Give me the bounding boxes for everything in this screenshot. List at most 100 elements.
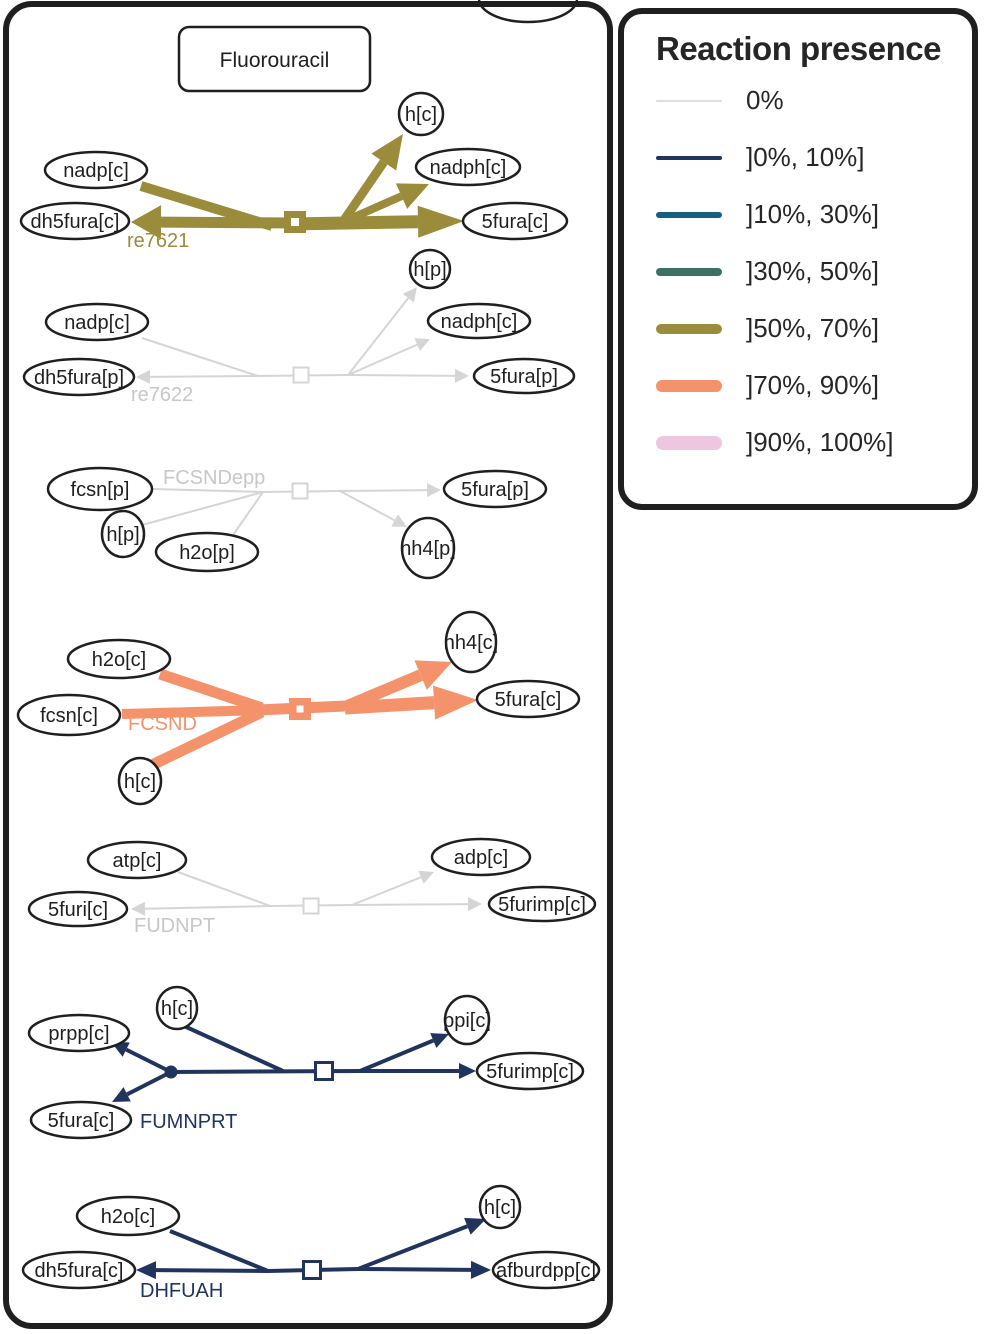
legend-swatch-wrap [656, 155, 722, 160]
reaction-label-re7622: re7622 [131, 384, 193, 406]
edge-arrowhead [414, 338, 430, 352]
metabolite-label: 5fura[c] [482, 211, 549, 233]
metabolite-ellipse [472, 357, 576, 395]
metabolite-label: fcsn[p] [71, 479, 130, 501]
reaction-edge [347, 374, 456, 377]
edge-arrowhead [131, 205, 162, 240]
metabolite-label: h[p] [106, 524, 139, 546]
metabolite-ellipse [478, 1184, 522, 1230]
map-panel-border [3, 1, 613, 1329]
reaction-edge [357, 1267, 472, 1272]
metabolite-node-hp[interactable]: h[p] [100, 509, 146, 559]
metabolite-node-dh5furac[interactable]: dh5fura[c] [19, 201, 131, 241]
metabolite-ellipse [100, 509, 146, 559]
metabolite-node-hc[interactable]: h[c] [117, 756, 163, 806]
metabolite-node-fcsnp[interactable]: fcsn[p] [46, 466, 154, 512]
reaction-edge [183, 1024, 284, 1073]
metabolite-label: 5furimp[c] [498, 894, 586, 916]
metabolite-label: dh5fura[c] [31, 211, 120, 233]
reaction-edge [126, 1070, 172, 1097]
metabolite-node-5furimpc[interactable]: 5furimp[c] [475, 1051, 585, 1091]
metabolite-node-ppic[interactable]: ppi[c] [443, 994, 491, 1046]
reaction-square-FUDNPT[interactable] [302, 897, 320, 915]
legend-item-label: ]50%, 70%] [746, 313, 879, 343]
reaction-edge [347, 343, 418, 376]
metabolite-node-hc[interactable]: h[c] [155, 985, 199, 1031]
edge-arrowhead [136, 1261, 157, 1280]
metabolite-node-nadphc[interactable]: nadph[c] [414, 147, 522, 187]
metabolite-node-h2oc[interactable]: h2o[c] [75, 1195, 181, 1237]
reaction-re7621: re7621 nadp[c] dh5fura[c] h[c] nadph[c] 5fura… [19, 91, 569, 252]
metabolite-node-hc[interactable]: h[c] [478, 1184, 522, 1230]
metabolite-node-nh4p[interactable]: nh4[p] [400, 516, 456, 580]
reaction-edge [339, 490, 396, 522]
metabolite-label: h2o[c] [92, 649, 146, 671]
legend-item-3: ]30%, 50%] [624, 243, 972, 300]
metabolite-ellipse [408, 248, 452, 290]
metabolite-node-nh4c[interactable]: nh4[c] [444, 610, 498, 674]
metabolite-node-hc[interactable]: h[c] [397, 91, 445, 137]
metabolite-node-nadpc[interactable]: nadp[c] [44, 302, 150, 342]
metabolite-node-5furic[interactable]: 5furi[c] [27, 890, 129, 928]
metabolite-node-5furap[interactable]: 5fura[p] [442, 469, 548, 509]
reaction-edge [344, 696, 435, 715]
metabolite-label: h[p] [413, 259, 446, 281]
metabolite-node-afburdppc[interactable]: afburdpp[c] [491, 1250, 601, 1290]
edge-arrowhead [459, 1063, 476, 1079]
edge-arrowhead [454, 368, 469, 383]
edge-arrowhead [417, 205, 464, 238]
reaction-DHFUAH: DHFUAH h2o[c] dh5fura[c] h[c] afburdpp[c] [21, 1184, 601, 1302]
metabolite-node-5furimpc[interactable]: 5furimp[c] [487, 885, 597, 923]
reaction-FUDNPT: FUDNPT atp[c] 5furi[c] adp[c] 5furimp[c] [27, 837, 597, 937]
metabolite-ellipse [27, 890, 129, 928]
metabolite-ellipse [444, 610, 498, 674]
legend-item-label: ]30%, 50%] [746, 256, 879, 286]
legend-line-swatch [656, 379, 722, 392]
metabolite-label: h[c] [484, 1197, 516, 1219]
metabolite-node-nadpc[interactable]: nadp[c] [43, 150, 149, 190]
metabolite-node-adpc[interactable]: adp[c] [430, 837, 532, 877]
metabolite-node-fcsnc[interactable]: fcsn[c] [16, 693, 122, 737]
reaction-edge [141, 337, 259, 377]
metabolite-ellipse [442, 469, 548, 509]
reaction-square-hole [291, 218, 299, 226]
metabolite-ellipse [443, 994, 491, 1046]
metabolite-node-5furac[interactable]: 5fura[c] [29, 1100, 133, 1140]
edge-arrowhead [402, 287, 417, 303]
metabolite-node-h2oc[interactable]: h2o[c] [66, 638, 172, 680]
metabolite-node-h2op[interactable]: h2o[p] [154, 531, 260, 573]
legend-item-label: ]10%, 30%] [746, 199, 879, 229]
metabolite-label: nh4[p] [400, 538, 456, 560]
junction-dot [164, 1065, 178, 1079]
metabolite-node-dh5furap[interactable]: dh5fura[p] [22, 357, 136, 397]
metabolite-ellipse [400, 516, 456, 580]
metabolite-node-hp[interactable]: h[p] [408, 248, 452, 290]
metabolite-node-5furap[interactable]: 5fura[p] [472, 357, 576, 395]
metabolite-node-prppc[interactable]: prpp[c] [27, 1013, 131, 1053]
metabolite-node-5furac[interactable]: 5fura[c] [475, 679, 581, 719]
legend-swatch-wrap [656, 435, 722, 450]
metabolite-node-atpc[interactable]: atp[c] [86, 840, 188, 880]
reaction-FCSND: FCSND h2o[c] fcsn[c] h[c] nh4[c] 5fura[c] [16, 610, 581, 806]
reaction-edge [125, 1047, 172, 1074]
reaction-edge [141, 491, 264, 526]
metabolite-label: ppi[c] [443, 1010, 491, 1032]
metabolite-label: h[c] [405, 104, 437, 126]
reaction-edge [339, 489, 428, 492]
metabolite-label: 5fura[p] [461, 479, 529, 501]
edge-arrowhead [395, 183, 429, 209]
reaction-square-FCSNDepp[interactable] [291, 482, 309, 500]
metabolite-node-5furac[interactable]: 5fura[c] [461, 201, 569, 241]
reaction-label-FUMNPRT: FUMNPRT [140, 1111, 237, 1133]
metabolite-ellipse [44, 302, 150, 342]
reaction-square-FUMNPRT[interactable] [314, 1061, 334, 1081]
metabolite-label: nadph[c] [441, 311, 518, 333]
metabolite-node-dh5furac[interactable]: dh5fura[c] [21, 1250, 137, 1290]
legend-swatch-wrap [656, 323, 722, 334]
reaction-square-re7622[interactable] [292, 366, 310, 384]
legend-item-1: ]0%, 10%] [624, 129, 972, 186]
reaction-square-DHFUAH[interactable] [302, 1260, 322, 1280]
reaction-edge [149, 707, 265, 770]
metabolite-node-nadphc[interactable]: nadph[c] [426, 302, 532, 340]
metabolite-ellipse [46, 466, 154, 512]
